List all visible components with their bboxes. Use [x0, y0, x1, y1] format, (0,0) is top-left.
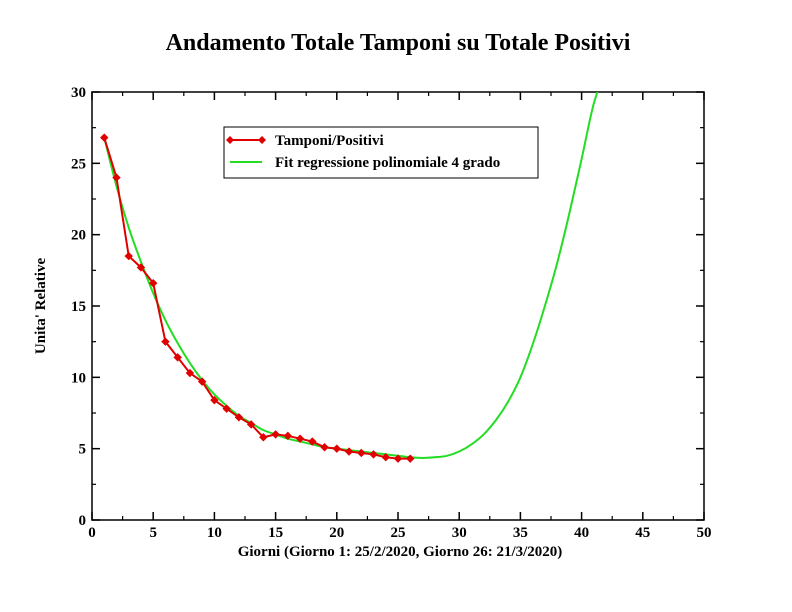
y-tick-label: 20	[71, 228, 86, 244]
data-point	[161, 337, 170, 346]
legend-label-fit: Fit regressione polinomiale 4 grado	[275, 155, 500, 171]
data-point	[283, 431, 293, 441]
data-point	[393, 454, 403, 463]
axis-ticks	[91, 91, 705, 521]
data-point	[357, 448, 366, 458]
data-point	[344, 447, 354, 456]
data-point	[369, 450, 378, 459]
y-tick-label: 30	[71, 85, 86, 101]
x-tick-label: 5	[149, 525, 157, 541]
data-point	[332, 444, 342, 453]
data-point	[406, 454, 415, 463]
series-line-1	[103, 92, 599, 459]
data-point	[210, 395, 219, 405]
data-point	[320, 443, 329, 452]
x-tick-label: 0	[88, 525, 96, 541]
data-point	[271, 430, 280, 439]
data-point	[185, 368, 195, 378]
x-tick-label: 25	[391, 525, 406, 541]
x-tick-label: 40	[574, 525, 589, 541]
x-tick-label: 15	[268, 525, 283, 541]
data-point	[197, 377, 207, 386]
data-point	[259, 433, 268, 442]
x-tick-label: 45	[635, 525, 650, 541]
data-point	[136, 263, 146, 272]
legend-label-tamponi: Tamponi/Positivi	[275, 133, 384, 149]
data-point	[112, 173, 121, 182]
legend-marker-tamponi	[226, 136, 234, 144]
x-axis-label: Giorni (Giorno 1: 25/2/2020, Giorno 26: …	[238, 544, 563, 560]
data-point	[124, 251, 133, 261]
y-axis-label: Unita' Relative	[33, 258, 49, 355]
data-point	[308, 437, 317, 446]
x-tick-label: 50	[697, 525, 712, 541]
axis-tick-labels: 0 5 10 15 20 25 30 35 40 45 50 0 5 10 15 20 25 30	[71, 85, 712, 541]
data-point	[234, 413, 244, 422]
y-tick-label: 15	[71, 299, 86, 315]
data-point	[381, 453, 390, 462]
legend-box	[223, 126, 539, 179]
x-tick-label: 10	[207, 525, 222, 541]
y-tick-label: 10	[71, 370, 86, 386]
data-point	[173, 353, 182, 362]
y-tick-label: 25	[71, 156, 86, 172]
x-tick-label: 35	[513, 525, 528, 541]
chart-title: Andamento Totale Tamponi su Totale Posit…	[166, 30, 631, 56]
x-tick-label: 30	[452, 525, 467, 541]
data-point	[100, 133, 109, 142]
y-tick-label: 5	[79, 442, 87, 458]
data-point	[295, 434, 305, 443]
y-tick-label: 0	[79, 513, 87, 529]
x-tick-label: 20	[329, 525, 344, 541]
data-point	[222, 404, 231, 413]
legend: Tamponi/Positivi Fit regressione polinom…	[223, 126, 539, 179]
data-point	[148, 278, 158, 288]
data-point	[246, 420, 256, 429]
series-layer	[100, 92, 599, 463]
legend-marker-tamponi	[258, 136, 266, 144]
